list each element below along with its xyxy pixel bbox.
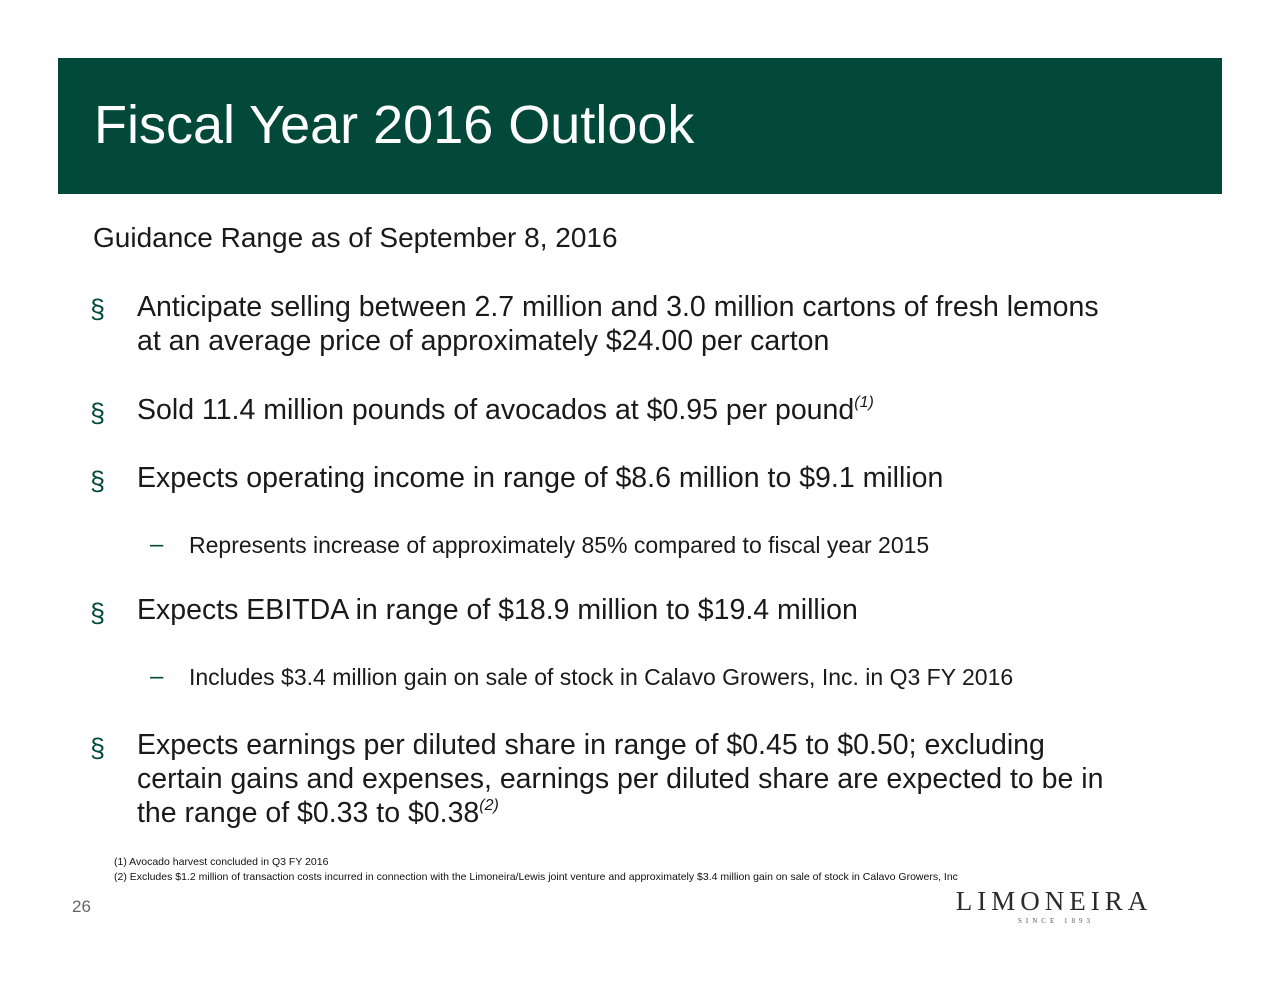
footnote-ref-2: (2) (479, 797, 499, 814)
bullet-4-sub-marker: – (150, 663, 164, 690)
bullet-5: Expects earnings per diluted share in ra… (137, 728, 1197, 830)
title-bar: Fiscal Year 2016 Outlook (58, 58, 1222, 194)
footnote-2: (2) Excludes $1.2 million of transaction… (114, 871, 958, 883)
bullet-4-marker: § (90, 598, 106, 628)
footnote-1: (1) Avocado harvest concluded in Q3 FY 2… (114, 856, 329, 868)
bullet-4-sub-text: Includes $3.4 million gain on sale of st… (189, 664, 1014, 690)
bullet-2: Sold 11.4 million pounds of avocados at … (137, 393, 1197, 427)
logo-tagline: SINCE 1893 (1018, 917, 1094, 925)
bullet-1-line-2: at an average price of approximately $24… (137, 325, 830, 357)
bullet-5-marker: § (90, 733, 106, 763)
bullet-5-line-2: certain gains and expenses, earnings per… (137, 763, 1104, 795)
page-number: 26 (72, 897, 91, 916)
guidance-subtitle: Guidance Range as of September 8, 2016 (93, 222, 618, 253)
bullet-1: Anticipate selling between 2.7 million a… (137, 290, 1197, 358)
logo-wordmark: LIMONEIRA (955, 886, 1153, 916)
bullet-5-line-3: the range of $0.33 to $0.38(2) (137, 797, 499, 829)
bullet-1-marker: § (90, 294, 106, 324)
bullet-3-text: Expects operating income in range of $8.… (137, 462, 944, 494)
bullet-1-line-1: Anticipate selling between 2.7 million a… (137, 291, 1099, 323)
bullet-3-marker: § (90, 466, 106, 496)
bullet-2-text: Sold 11.4 million pounds of avocados at … (137, 394, 855, 426)
bullet-2-marker: § (90, 398, 106, 428)
bullet-3-sub-text: Represents increase of approximately 85%… (189, 532, 930, 558)
bullet-5-line-1: Expects earnings per diluted share in ra… (137, 729, 1045, 761)
bullet-3-sub-marker: – (150, 531, 164, 558)
bullet-4-text: Expects EBITDA in range of $18.9 million… (137, 594, 858, 626)
slide-title: Fiscal Year 2016 Outlook (94, 95, 695, 155)
limoneira-logo: LIMONEIRA SINCE 1893 (934, 886, 1174, 932)
footnotes: (1) Avocado harvest concluded in Q3 FY 2… (114, 855, 958, 885)
footnote-ref-1: (1) (854, 394, 874, 411)
